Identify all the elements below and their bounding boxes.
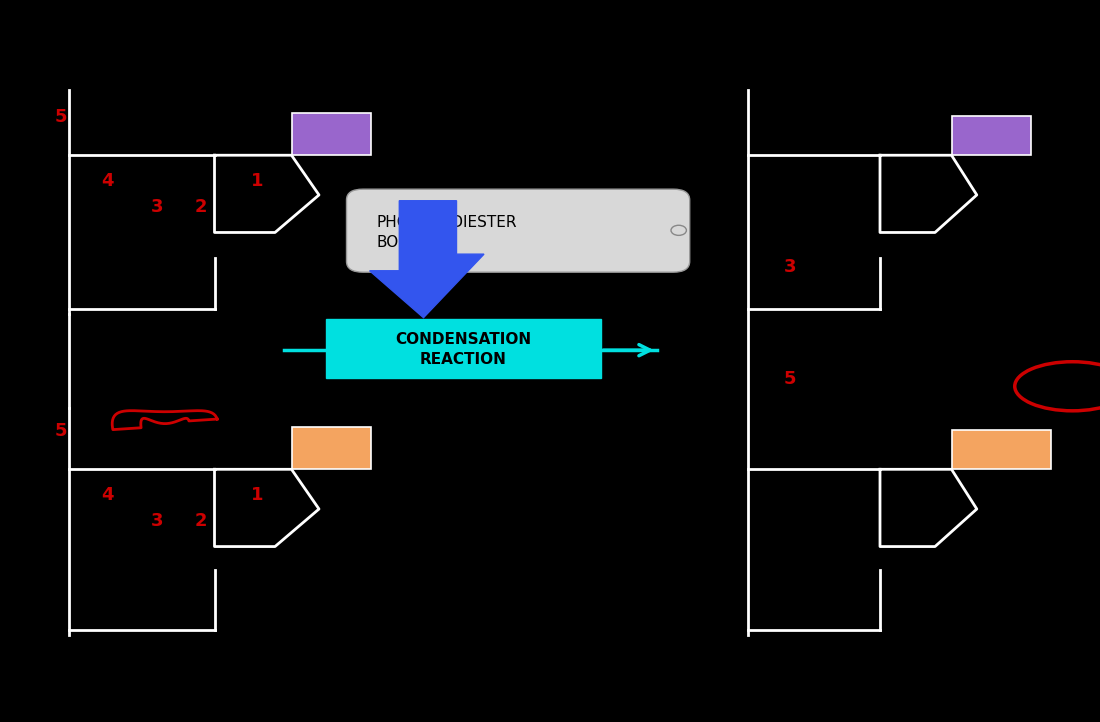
Text: 3: 3 xyxy=(151,513,164,530)
Text: 2: 2 xyxy=(195,199,208,216)
Text: PHOSPHODIESTER: PHOSPHODIESTER xyxy=(376,214,517,230)
FancyBboxPatch shape xyxy=(292,113,371,155)
Text: 1: 1 xyxy=(251,172,264,189)
Text: 5: 5 xyxy=(54,422,67,440)
Text: 5: 5 xyxy=(783,370,796,388)
Text: 3: 3 xyxy=(783,258,796,276)
Text: 5: 5 xyxy=(54,108,67,126)
FancyBboxPatch shape xyxy=(346,189,690,272)
FancyBboxPatch shape xyxy=(952,430,1050,469)
Text: BOND: BOND xyxy=(376,235,421,250)
FancyBboxPatch shape xyxy=(952,116,1031,155)
FancyBboxPatch shape xyxy=(326,319,601,378)
Text: 4: 4 xyxy=(101,172,114,189)
Polygon shape xyxy=(370,201,484,318)
Text: REACTION: REACTION xyxy=(420,352,506,367)
Text: 2: 2 xyxy=(195,513,208,530)
Text: 4: 4 xyxy=(101,486,114,503)
FancyBboxPatch shape xyxy=(292,427,371,469)
Text: 1: 1 xyxy=(251,486,264,503)
Text: CONDENSATION: CONDENSATION xyxy=(395,332,531,347)
Text: 3: 3 xyxy=(151,199,164,216)
